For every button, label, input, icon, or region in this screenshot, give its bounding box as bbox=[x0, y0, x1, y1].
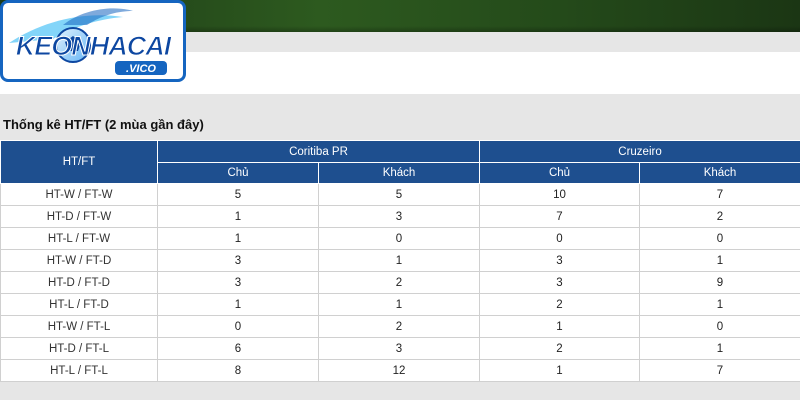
table-cell: 1 bbox=[479, 359, 640, 382]
logo-sub-text: .VICO bbox=[126, 63, 156, 75]
table-cell: 1 bbox=[157, 227, 319, 250]
table-cell: 2 bbox=[639, 205, 800, 228]
row-label: HT-L / FT-L bbox=[0, 359, 158, 382]
table-cell: 7 bbox=[639, 183, 800, 206]
row-label: HT-D / FT-D bbox=[0, 271, 158, 294]
table-cell: 3 bbox=[157, 271, 319, 294]
row-label: HT-D / FT-W bbox=[0, 205, 158, 228]
table-cell: 0 bbox=[318, 227, 480, 250]
table-cell: 3 bbox=[157, 249, 319, 272]
table-row: HT-W / FT-L 0 2 1 0 bbox=[0, 315, 800, 338]
row-label: HT-W / FT-L bbox=[0, 315, 158, 338]
table-cell: 0 bbox=[157, 315, 319, 338]
htft-column-header: HT/FT bbox=[0, 140, 158, 184]
table-cell: 1 bbox=[318, 293, 480, 316]
sub-header-home-team2: Chủ bbox=[479, 162, 640, 184]
row-label: HT-D / FT-L bbox=[0, 337, 158, 360]
table-cell: 6 bbox=[157, 337, 319, 360]
sub-header-away-team1: Khách bbox=[318, 162, 480, 184]
table-cell: 8 bbox=[157, 359, 319, 382]
row-label: HT-W / FT-D bbox=[0, 249, 158, 272]
table-cell: 2 bbox=[479, 293, 640, 316]
table-cell: 1 bbox=[318, 249, 480, 272]
row-label: HT-W / FT-W bbox=[0, 183, 158, 206]
table-row: HT-L / FT-L 8 12 1 7 bbox=[0, 359, 800, 382]
table-row: HT-D / FT-L 6 3 2 1 bbox=[0, 337, 800, 360]
table-row: HT-D / FT-W 1 3 7 2 bbox=[0, 205, 800, 228]
table-cell: 1 bbox=[639, 293, 800, 316]
table-cell: 0 bbox=[479, 227, 640, 250]
row-label: HT-L / FT-W bbox=[0, 227, 158, 250]
table-cell: 10 bbox=[479, 183, 640, 206]
section-title: Thống kê HT/FT (2 mùa gần đây) bbox=[3, 117, 204, 132]
table-cell: 2 bbox=[479, 337, 640, 360]
table-cell: 1 bbox=[157, 293, 319, 316]
table-cell: 7 bbox=[639, 359, 800, 382]
logo-graphic: KEONHACAI .VICO bbox=[9, 8, 173, 75]
table-cell: 5 bbox=[157, 183, 319, 206]
htft-stats-table: HT/FT Coritiba PR Cruzeiro Chủ Khách Chủ… bbox=[0, 140, 800, 382]
table-cell: 1 bbox=[157, 205, 319, 228]
logo-brand-text: KEONHACAI bbox=[16, 31, 172, 61]
table-row: HT-L / FT-W 1 0 0 0 bbox=[0, 227, 800, 250]
table-cell: 3 bbox=[318, 337, 480, 360]
site-logo[interactable]: KEONHACAI .VICO bbox=[0, 0, 186, 82]
row-label: HT-L / FT-D bbox=[0, 293, 158, 316]
sub-header-away-team2: Khách bbox=[639, 162, 800, 184]
sub-header-home-team1: Chủ bbox=[157, 162, 319, 184]
table-cell: 1 bbox=[479, 315, 640, 338]
table-row: HT-W / FT-W 5 5 10 7 bbox=[0, 183, 800, 206]
team-header-home: Coritiba PR bbox=[157, 140, 480, 163]
table-cell: 2 bbox=[318, 271, 480, 294]
table-cell: 3 bbox=[318, 205, 480, 228]
team-header-away: Cruzeiro bbox=[479, 140, 800, 163]
table-cell: 12 bbox=[318, 359, 480, 382]
table-cell: 0 bbox=[639, 315, 800, 338]
table-cell: 2 bbox=[318, 315, 480, 338]
table-cell: 7 bbox=[479, 205, 640, 228]
table-row: HT-L / FT-D 1 1 2 1 bbox=[0, 293, 800, 316]
table-cell: 5 bbox=[318, 183, 480, 206]
table-cell: 3 bbox=[479, 271, 640, 294]
table-cell: 9 bbox=[639, 271, 800, 294]
table-cell: 1 bbox=[639, 337, 800, 360]
table-cell: 1 bbox=[639, 249, 800, 272]
table-cell: 3 bbox=[479, 249, 640, 272]
table-row: HT-W / FT-D 3 1 3 1 bbox=[0, 249, 800, 272]
table-cell: 0 bbox=[639, 227, 800, 250]
table-row: HT-D / FT-D 3 2 3 9 bbox=[0, 271, 800, 294]
